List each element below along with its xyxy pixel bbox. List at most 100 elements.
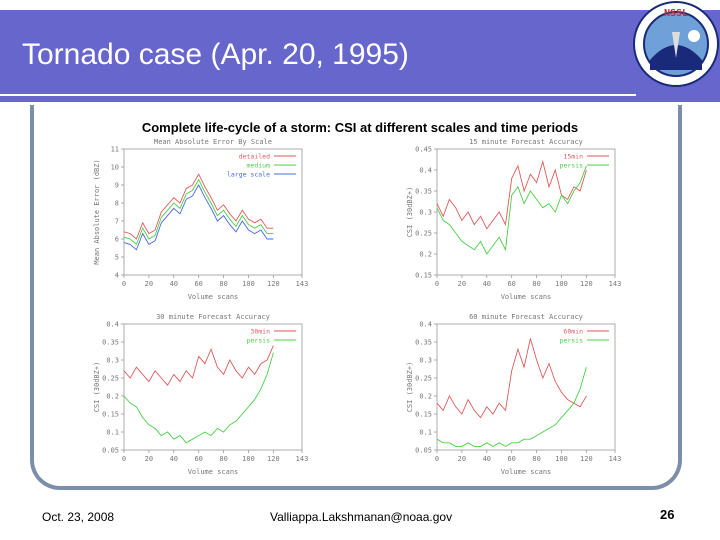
x-tick-label: 120 — [580, 455, 593, 463]
plot-area — [123, 323, 303, 451]
page-number: 26 — [660, 507, 675, 522]
x-tick-label: 80 — [532, 280, 540, 288]
series-line-30min — [123, 345, 274, 386]
legend-label: 15min — [563, 153, 583, 161]
x-tick-label: 20 — [458, 455, 466, 463]
x-tick-label: 40 — [483, 280, 491, 288]
x-tick-label: 120 — [580, 280, 593, 288]
x-axis-label: Volume scans — [188, 293, 239, 301]
series-line-detailed — [123, 173, 274, 240]
y-axis-label: CSI (30dBZ+) — [93, 362, 101, 413]
legend-label: 30min — [250, 328, 270, 336]
y-tick-label: 0.2 — [106, 393, 119, 401]
x-tick-label: 120 — [267, 280, 280, 288]
y-tick-label: 8 — [115, 200, 119, 208]
y-tick-label: 0.15 — [415, 411, 432, 419]
y-tick-label: 0.15 — [102, 411, 119, 419]
y-tick-label: 0.1 — [419, 429, 432, 437]
title-bar — [0, 10, 720, 102]
chart-title: 15 minute Forecast Accuracy — [469, 138, 583, 146]
y-axis-label: CSI (30dBZ+) — [406, 187, 414, 238]
y-tick-label: 6 — [115, 236, 119, 244]
slide-title: Tornado case (Apr. 20, 1995) — [22, 38, 409, 71]
footer-email: Valliappa.Lakshmanan@noaa.gov — [270, 510, 453, 524]
y-tick-label: 0.25 — [415, 230, 432, 238]
y-tick-label: 9 — [115, 182, 119, 190]
x-tick-label: 80 — [532, 455, 540, 463]
y-tick-label: 0.25 — [415, 375, 432, 383]
series-line-persis — [436, 367, 587, 447]
y-tick-label: 0.35 — [415, 339, 432, 347]
series-line-persis — [436, 165, 587, 255]
x-tick-label: 60 — [507, 280, 515, 288]
legend-label: detailed — [239, 153, 270, 161]
chart-svg: Mean Absolute Error By Scale 0 20 40 60 80 100… — [93, 138, 308, 301]
y-tick-label: 0.4 — [419, 167, 432, 175]
legend-label: persis — [560, 162, 584, 170]
x-tick-label: 20 — [145, 280, 153, 288]
x-axis-label: Volume scans — [501, 293, 552, 301]
plot-30min-accuracy: 30 minute Forecast Accuracy 0 20 40 60 80 100 1… — [92, 310, 312, 480]
y-tick-label: 0.05 — [415, 447, 432, 455]
x-tick-label: 80 — [219, 280, 227, 288]
x-tick-label: 143 — [609, 280, 622, 288]
y-tick-label: 10 — [111, 164, 119, 172]
x-tick-label: 60 — [507, 455, 515, 463]
x-axis-label: Volume scans — [188, 468, 239, 476]
plot-mean-absolute-error: Mean Absolute Error By Scale 0 20 40 60 80 100… — [92, 135, 312, 305]
nssl-logo: NSSL — [633, 1, 719, 87]
x-tick-label: 0 — [435, 280, 439, 288]
y-tick-label: 0.4 — [106, 321, 119, 329]
x-tick-label: 0 — [122, 280, 126, 288]
x-tick-label: 100 — [242, 280, 255, 288]
y-tick-label: 5 — [115, 254, 119, 262]
plot-15min-accuracy: 15 minute Forecast Accuracy 0 20 40 60 80 100 1… — [405, 135, 625, 305]
chart-svg: 30 minute Forecast Accuracy 0 20 40 60 80 100 1… — [93, 313, 309, 476]
legend-label: large scale — [227, 171, 270, 179]
x-tick-label: 100 — [555, 280, 568, 288]
figure-frame — [30, 105, 682, 490]
series-line-persis — [123, 352, 274, 444]
footer-date: Oct. 23, 2008 — [42, 510, 115, 524]
y-tick-label: 0.15 — [415, 272, 432, 280]
x-tick-label: 100 — [242, 455, 255, 463]
chart-svg: 60 minute Forecast Accuracy 0 20 40 60 80 100 1… — [406, 313, 622, 476]
x-tick-label: 143 — [609, 455, 622, 463]
legend-label: persis — [247, 337, 271, 345]
x-tick-label: 60 — [194, 280, 202, 288]
logo-text: NSSL — [664, 8, 688, 19]
x-tick-label: 60 — [194, 455, 202, 463]
x-axis-label: Volume scans — [501, 468, 552, 476]
x-tick-label: 40 — [483, 455, 491, 463]
chart-title: Mean Absolute Error By Scale — [154, 138, 272, 146]
series-line-medium — [123, 178, 274, 246]
legend-label: 60min — [563, 328, 583, 336]
y-tick-label: 0.1 — [106, 429, 119, 437]
chart-svg: 15 minute Forecast Accuracy 0 20 40 60 80 100 1… — [406, 138, 622, 301]
y-axis-label: Mean Absolute Error (dBZ) — [93, 159, 101, 264]
series-line-large-scale — [123, 184, 274, 251]
chart-title: 60 minute Forecast Accuracy — [469, 313, 583, 321]
y-tick-label: 4 — [115, 272, 119, 280]
y-tick-label: 0.3 — [419, 357, 432, 365]
y-tick-label: 0.2 — [419, 251, 432, 259]
y-tick-label: 0.35 — [415, 188, 432, 196]
x-tick-label: 143 — [296, 455, 309, 463]
plot-area — [123, 148, 303, 276]
legend-label: persis — [560, 337, 584, 345]
y-tick-label: 7 — [115, 218, 119, 226]
figure-title: Complete life-cycle of a storm: CSI at d… — [141, 120, 579, 135]
x-tick-label: 40 — [170, 280, 178, 288]
x-tick-label: 20 — [458, 280, 466, 288]
x-tick-label: 40 — [170, 455, 178, 463]
title-rule — [0, 94, 636, 96]
chart-title: 30 minute Forecast Accuracy — [156, 313, 270, 321]
plot-60min-accuracy: 60 minute Forecast Accuracy 0 20 40 60 80 100 1… — [405, 310, 625, 480]
y-tick-label: 0.3 — [419, 209, 432, 217]
x-tick-label: 120 — [267, 455, 280, 463]
x-tick-label: 0 — [122, 455, 126, 463]
y-tick-label: 0.35 — [102, 339, 119, 347]
x-tick-label: 20 — [145, 455, 153, 463]
y-tick-label: 0.3 — [106, 357, 119, 365]
x-tick-label: 100 — [555, 455, 568, 463]
